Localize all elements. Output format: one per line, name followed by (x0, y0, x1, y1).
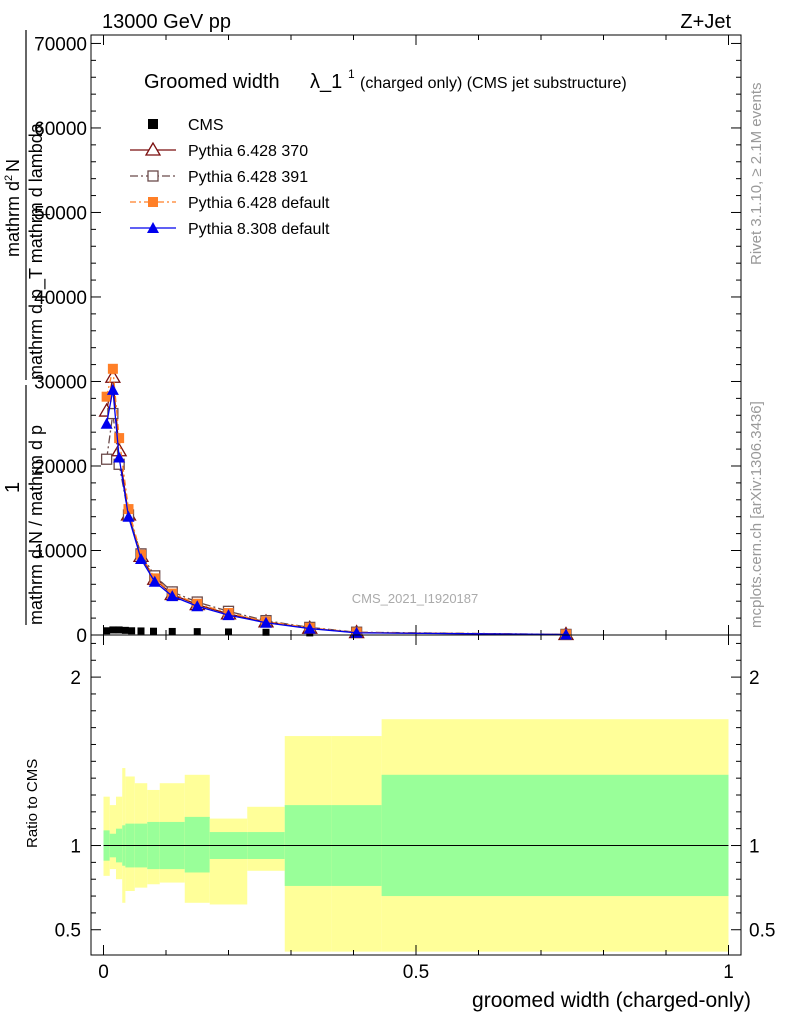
title-superscript: 1 (348, 67, 355, 81)
header-process: Z+Jet (680, 11, 731, 33)
main-ytick-label: 30000 (34, 372, 87, 393)
ylabel-denominator-dN: mathrm d N / mathrm d p (26, 425, 46, 625)
plot-title: Groomed width λ_1 1 (charged only) (CMS … (144, 67, 627, 93)
data-point (106, 383, 119, 395)
main-ytick-label: 0 (76, 626, 87, 647)
main-ytick-label: 40000 (34, 288, 87, 309)
data-point (128, 627, 136, 635)
legend-marker (144, 141, 162, 156)
ylabel-superscript: 2 (3, 175, 15, 181)
data-point (122, 510, 135, 522)
inner-band-bin (381, 774, 729, 897)
data-point (303, 622, 316, 634)
data-point (222, 609, 235, 621)
ratio-xtick-label: 0 (98, 962, 109, 983)
ratio-ytick-label-right: 1 (749, 837, 760, 858)
data-point (191, 600, 204, 612)
main-series-group (98, 363, 575, 641)
title-rest: (charged only) (CMS jet substructure) (360, 75, 627, 92)
legend-marker (147, 170, 159, 182)
data-point (104, 368, 122, 383)
data-point (135, 552, 147, 564)
outer-band-bin (209, 818, 248, 905)
data-point (109, 626, 117, 634)
series-2 (100, 407, 572, 641)
data-point (121, 626, 129, 634)
legend-label: Pythia 8.308 default (188, 221, 330, 238)
series-line (105, 413, 567, 636)
legend-marker (148, 197, 158, 207)
data-point (100, 417, 113, 429)
legend-label: Pythia 6.428 370 (188, 143, 308, 160)
series-0 (103, 626, 570, 639)
legend: CMS Pythia 6.428 370 Pythia 6.428 391 Pythi… (130, 117, 330, 238)
data-point (150, 627, 157, 635)
inner-band-bin (184, 816, 210, 873)
legend-entry: Pythia 6.428 391 (130, 169, 308, 186)
main-ytick-label: 20000 (34, 457, 87, 478)
ratio-xtick-label: 1 (723, 962, 734, 983)
ylabel-numerator-1: 1 (2, 482, 24, 493)
title-main: Groomed width (144, 71, 280, 93)
data-point (137, 627, 145, 635)
legend-entry: Pythia 6.428 370 (130, 141, 308, 160)
x-axis-label: groomed width (charged-only) (472, 989, 751, 1012)
ratio-x-axis: 0 0.5 1 (98, 635, 734, 983)
ratio-plot-panel: 0.5 0.51 12 2 0 0.5 1 Ratio to CMS groomed wi… (24, 634, 775, 1012)
data-point (560, 628, 572, 640)
data-point (193, 628, 201, 636)
legend-label: Pythia 6.428 default (188, 195, 330, 212)
data-point (115, 626, 123, 634)
main-ytick-label: 70000 (34, 34, 87, 55)
main-y-label: 1 mathrm d N / mathrm d p mathrm d 2 N m… (2, 30, 53, 625)
series-4 (100, 383, 572, 640)
legend-label: Pythia 6.428 391 (188, 169, 308, 186)
main-ytick-label: 60000 (34, 119, 87, 140)
main-plot-panel: 0 10000 20000 30000 40000 50000 60000 70000 CMS… (34, 34, 742, 647)
data-point (168, 627, 176, 635)
data-point (100, 453, 113, 465)
title-lambda: λ_1 (310, 71, 342, 93)
data-point (113, 451, 126, 463)
ratio-ytick-label: 0.5 (55, 921, 81, 942)
main-ytick-label: 10000 (34, 541, 87, 562)
ratio-ytick-label-right: 2 (749, 668, 760, 689)
data-point (225, 628, 232, 636)
ratio-ytick-label: 2 (70, 668, 81, 689)
legend-entry: CMS (148, 117, 224, 134)
data-point (101, 391, 112, 402)
legend-entry: Pythia 8.308 default (130, 221, 330, 238)
main-ytick-label: 50000 (34, 203, 87, 224)
ratio-y-label: Ratio to CMS (24, 759, 41, 848)
analysis-watermark: CMS_2021_I1920187 (352, 591, 479, 606)
data-point (148, 575, 161, 587)
data-point (107, 363, 118, 374)
data-point (114, 433, 125, 444)
data-point (262, 628, 270, 636)
ratio-y-axis: 0.5 0.5 1 1 2 2 (55, 642, 775, 942)
ratio-ytick-label-right: 0.5 (749, 921, 775, 942)
ylabel-subscript-T: T (41, 211, 53, 218)
ylabel-N: N (3, 159, 23, 172)
data-point (123, 504, 134, 515)
mcplots-label: mcplots.cern.ch [arXiv:1306.3436] (748, 401, 765, 628)
ylabel-denominator-lambda: mathrm d p_T mathrm d lambda (26, 122, 47, 380)
rivet-label: Rivet 3.1.10, ≥ 2.1M events (748, 83, 765, 266)
legend-label: CMS (188, 117, 224, 134)
ratio-xtick-label: 0.5 (403, 962, 429, 983)
legend-entry: Pythia 6.428 default (130, 195, 330, 212)
data-point (260, 616, 272, 628)
header-energy: 13000 GeV pp (102, 11, 231, 33)
legend-marker (147, 222, 159, 233)
data-point (103, 627, 111, 635)
ylabel-d2n: mathrm d (3, 181, 23, 257)
data-point (166, 590, 179, 602)
main-y-axis: 0 10000 20000 30000 40000 50000 60000 70000 (34, 34, 741, 647)
legend-marker (148, 119, 158, 129)
ratio-bands (103, 719, 729, 952)
ratio-ytick-label: 1 (70, 837, 81, 858)
